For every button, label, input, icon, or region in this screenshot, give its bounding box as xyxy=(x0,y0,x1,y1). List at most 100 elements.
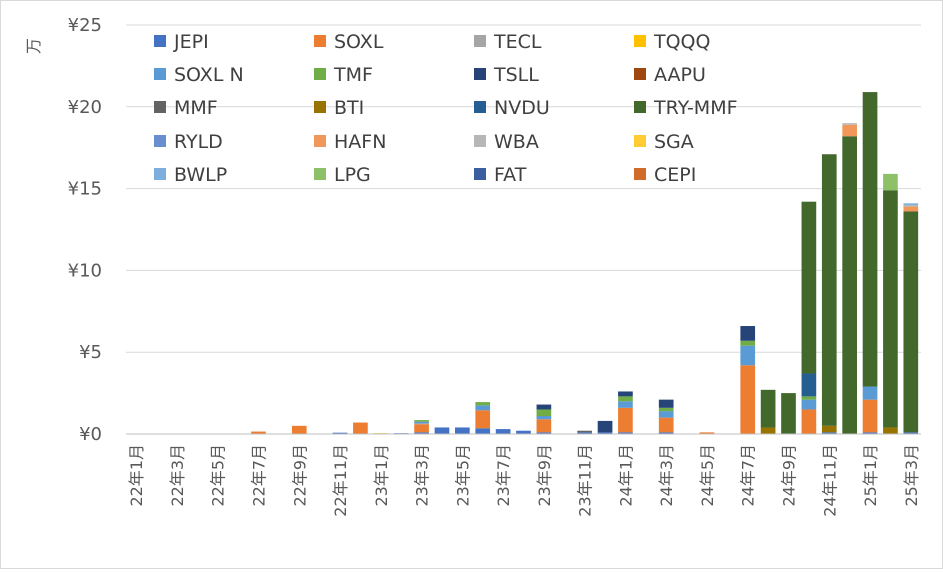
bar-segment xyxy=(781,393,796,434)
x-tick-label: 23年9月 xyxy=(535,444,554,507)
legend-swatch xyxy=(154,35,166,47)
legend-swatch xyxy=(474,101,486,113)
legend-swatch xyxy=(474,135,486,147)
bar-segment xyxy=(903,204,919,207)
bar-segment xyxy=(597,432,613,434)
legend-swatch xyxy=(474,35,486,47)
bars xyxy=(251,92,919,435)
x-tick-label: 23年11月 xyxy=(576,444,595,517)
bar-segment xyxy=(740,345,756,366)
legend-label: TQQQ xyxy=(653,31,710,53)
bar-segment xyxy=(801,373,817,397)
legend-swatch xyxy=(634,101,646,113)
bar-segment xyxy=(821,425,837,433)
legend-label: SOXL xyxy=(334,31,384,53)
bar-segment xyxy=(801,409,817,434)
bar-segment xyxy=(414,424,429,433)
bar-segment xyxy=(903,203,919,205)
y-tick-label: ¥5 xyxy=(79,342,102,363)
bar-segment xyxy=(862,386,878,400)
bar-segment xyxy=(883,173,898,191)
bar-segment xyxy=(618,407,633,433)
legend-label: HAFN xyxy=(334,131,386,153)
bar-segment xyxy=(740,326,756,341)
bar-segment xyxy=(842,124,857,137)
bar-segment xyxy=(577,430,592,433)
bar-segment xyxy=(536,419,552,433)
bar-segment xyxy=(516,430,531,434)
bar-segment xyxy=(658,399,674,408)
bar-segment xyxy=(903,432,919,434)
gridlines xyxy=(126,24,921,353)
bar-segment xyxy=(536,432,552,434)
bar-segment xyxy=(801,399,817,410)
bar-segment xyxy=(618,396,633,402)
bar-segment xyxy=(475,410,491,429)
legend-label: FAT xyxy=(494,164,527,186)
x-tick-label: 24年11月 xyxy=(820,444,839,517)
bar-segment xyxy=(618,401,633,408)
legend-label: TMF xyxy=(333,64,373,86)
legend-swatch xyxy=(314,168,326,180)
bar-segment xyxy=(699,432,715,434)
legend-swatch xyxy=(474,168,486,180)
y-tick-label: ¥25 xyxy=(68,15,102,36)
bar-segment xyxy=(618,432,633,434)
legend-label: NVDU xyxy=(494,97,550,119)
legend-label: BTI xyxy=(334,97,364,119)
legend-swatch xyxy=(154,68,166,80)
bar-segment xyxy=(903,206,919,212)
x-tick-label: 24年1月 xyxy=(616,444,635,507)
bar-segment xyxy=(414,432,429,434)
x-tick-label: 24年5月 xyxy=(698,444,717,507)
x-tick-label: 25年1月 xyxy=(861,444,880,507)
legend-label: TSLL xyxy=(493,64,539,86)
bar-segment xyxy=(353,422,368,434)
bar-segment xyxy=(862,92,878,387)
y-axis-ticks: ¥0 ¥5 ¥10 ¥15 ¥20 ¥25 xyxy=(68,15,102,445)
legend-swatch xyxy=(634,168,646,180)
legend-label: RYLD xyxy=(174,131,223,153)
legend-label: SOXL N xyxy=(174,64,244,86)
bar-segment xyxy=(658,417,674,433)
bar-segment xyxy=(251,431,266,434)
x-tick-label: 22年9月 xyxy=(290,444,309,507)
legend-swatch xyxy=(314,101,326,113)
y-tick-label: ¥0 xyxy=(79,424,102,445)
bar-segment xyxy=(862,432,878,434)
x-tick-label: 22年1月 xyxy=(127,444,146,507)
x-tick-label: 23年5月 xyxy=(453,444,472,507)
x-axis-ticks: 22年1月 22年3月 22年5月 22年7月 22年9月 22年11月 23年1月 23年3… xyxy=(127,444,921,517)
x-tick-label: 22年7月 xyxy=(250,444,269,507)
bar-segment xyxy=(414,423,429,425)
x-tick-label: 24年9月 xyxy=(780,444,799,507)
legend-swatch xyxy=(154,101,166,113)
bar-segment xyxy=(903,211,919,433)
x-tick-label: 23年3月 xyxy=(413,444,432,507)
legend-label: TECL xyxy=(493,31,542,53)
y-tick-label: ¥10 xyxy=(68,260,102,281)
bar-segment xyxy=(414,421,429,424)
bar-segment xyxy=(658,432,674,434)
bar-segment xyxy=(434,427,450,434)
y-axis-unit-label: 万 xyxy=(24,38,43,54)
bar-segment xyxy=(475,405,491,411)
legend-swatch xyxy=(634,68,646,80)
bar-segment xyxy=(291,425,307,434)
legend-label: CEPI xyxy=(654,164,696,186)
legend-swatch xyxy=(634,35,646,47)
x-tick-label: 22年3月 xyxy=(168,444,187,507)
bar-segment xyxy=(536,409,552,417)
legend-swatch xyxy=(314,135,326,147)
bar-segment xyxy=(475,402,491,406)
legend-label: TRY-MMF xyxy=(653,97,738,119)
bar-segment xyxy=(618,391,633,397)
y-tick-label: ¥20 xyxy=(68,97,102,118)
y-tick-label: ¥15 xyxy=(68,179,102,200)
bar-segment xyxy=(821,154,837,426)
bar-segment xyxy=(862,399,878,433)
legend-swatch xyxy=(314,68,326,80)
bar-segment xyxy=(801,396,817,400)
bar-segment xyxy=(842,136,857,435)
